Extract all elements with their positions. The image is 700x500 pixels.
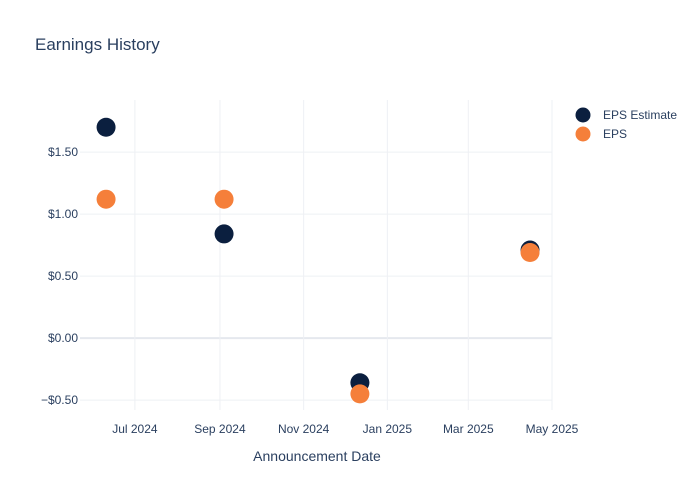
series-eps-estimate	[96, 117, 540, 393]
data-points	[96, 117, 540, 404]
series-eps	[96, 189, 540, 404]
x-tick-label: Jan 2025	[363, 422, 413, 436]
x-axis-ticks: Jul 2024 Sep 2024 Nov 2024 Jan 2025 Mar 2025…	[112, 422, 578, 436]
y-tick-label: $0.00	[48, 331, 78, 345]
legend-label: EPS Estimate	[603, 108, 677, 122]
eps-estimate-point[interactable]	[214, 224, 234, 244]
x-tick-label: Sep 2024	[194, 422, 246, 436]
legend-label: EPS	[603, 127, 627, 141]
legend-marker	[575, 126, 591, 142]
legend-item[interactable]: EPS Estimate	[575, 107, 678, 123]
y-tick-label: −$0.50	[41, 393, 78, 407]
eps-point[interactable]	[214, 189, 234, 209]
y-tick-label: $0.50	[48, 269, 78, 283]
grid	[80, 100, 553, 410]
legend-item[interactable]: EPS	[575, 126, 628, 142]
eps-point[interactable]	[520, 243, 540, 263]
eps-point[interactable]	[96, 189, 116, 209]
x-tick-label: Nov 2024	[278, 422, 330, 436]
y-tick-label: $1.50	[48, 145, 78, 159]
legend[interactable]: EPS Estimate EPS	[575, 107, 678, 142]
x-axis-title: Announcement Date	[253, 448, 381, 464]
y-tick-label: $1.00	[48, 207, 78, 221]
chart-title: Earnings History	[35, 35, 160, 54]
legend-marker	[575, 107, 591, 123]
eps-point[interactable]	[350, 384, 370, 404]
x-tick-label: Mar 2025	[443, 422, 494, 436]
y-axis-ticks: −$0.50 $0.00 $0.50 $1.00 $1.50	[41, 145, 78, 407]
x-tick-label: May 2025	[526, 422, 579, 436]
x-tick-label: Jul 2024	[112, 422, 158, 436]
eps-estimate-point[interactable]	[96, 117, 116, 137]
